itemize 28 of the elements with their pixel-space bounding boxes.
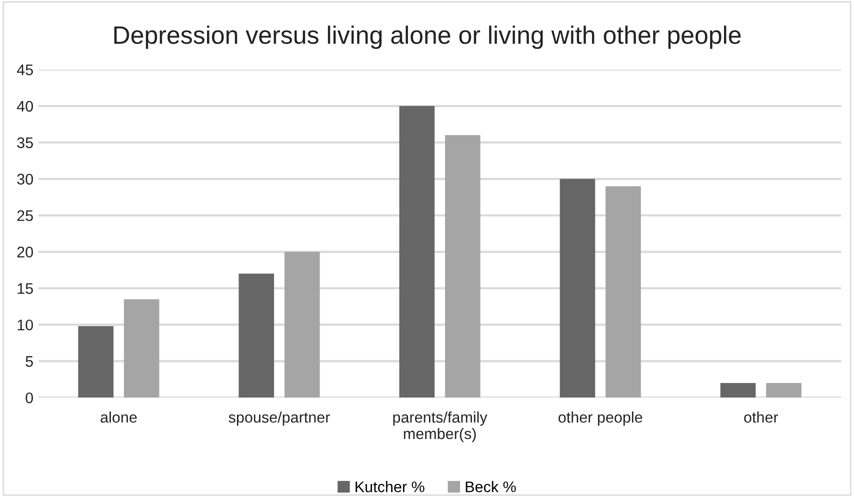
y-tick-label: 35 (17, 137, 33, 148)
bar (124, 299, 160, 398)
legend-label: Kutcher % (356, 481, 424, 492)
bar (560, 178, 596, 398)
y-tick-label: 45 (16, 64, 33, 76)
x-tick-label: other people (558, 411, 642, 426)
chart-title: Depression versus living alone or living with other people (114, 26, 741, 49)
x-tick-label: alone (100, 411, 137, 423)
y-tick-label: 10 (18, 320, 33, 330)
bar (78, 326, 114, 398)
bar (399, 106, 435, 398)
y-tick-label: 5 (26, 356, 33, 367)
bar (445, 135, 480, 398)
y-tick-label: 0 (26, 392, 33, 404)
y-tick-label: 20 (17, 246, 33, 258)
x-tick-label: other (744, 411, 778, 423)
y-tick-label: 25 (17, 210, 33, 222)
legend-label: Beck % (466, 481, 516, 492)
bar (720, 383, 756, 398)
bar (766, 383, 802, 398)
bar (606, 186, 641, 398)
x-tick-label: spouse/partner (228, 411, 330, 426)
y-tick-label: 40 (16, 100, 33, 112)
y-tick-label: 15 (18, 283, 33, 294)
y-tick-label: 30 (17, 174, 33, 185)
bar (238, 274, 274, 398)
bar (284, 252, 320, 398)
x-tick-label: parents/family member(s) (393, 411, 488, 442)
